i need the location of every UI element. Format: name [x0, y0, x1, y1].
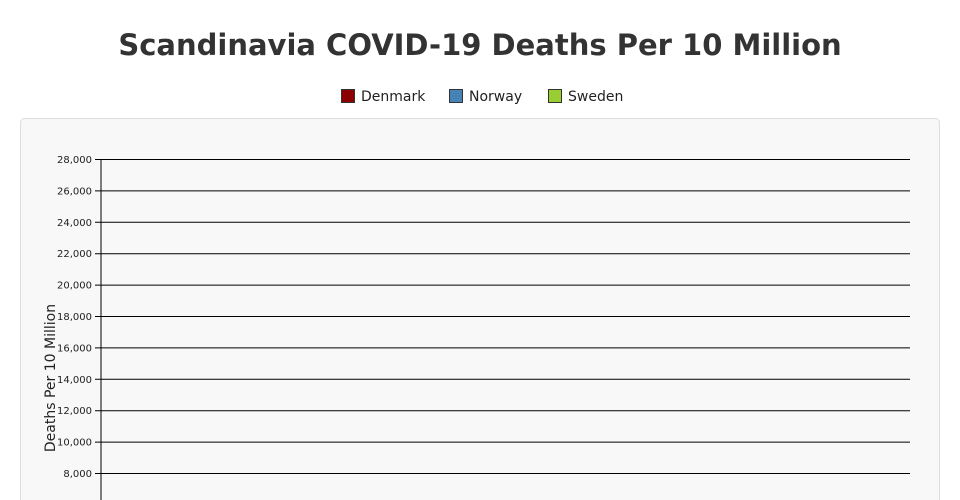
- y-tick-label: 20,000: [57, 281, 92, 292]
- y-tick-label: 28,000: [57, 155, 92, 166]
- legend-swatch: [548, 89, 562, 103]
- y-grid: 8,000 10,000 12,000 14,000 16,000 18,000 20,00…: [57, 155, 910, 480]
- y-tick-label: 14,000: [57, 375, 92, 386]
- legend-label: Denmark: [361, 89, 426, 105]
- legend: Denmark Norway Sweden: [341, 89, 624, 105]
- legend-item-sweden[interactable]: Sweden: [548, 89, 624, 105]
- y-tick-label: 26,000: [57, 186, 92, 197]
- y-tick-label: 12,000: [57, 406, 92, 417]
- legend-swatch: [341, 89, 355, 103]
- legend-label: Norway: [469, 89, 522, 105]
- legend-item-norway[interactable]: Norway: [449, 89, 523, 105]
- y-tick-label: 22,000: [57, 249, 92, 260]
- y-tick-label: 24,000: [57, 218, 92, 229]
- legend-item-denmark[interactable]: Denmark: [341, 89, 427, 105]
- legend-swatch: [449, 89, 463, 103]
- y-tick-label: 18,000: [57, 312, 92, 323]
- legend-label: Sweden: [568, 89, 623, 105]
- y-axis-label: Deaths Per 10 Million: [43, 304, 59, 452]
- plot-panel: [20, 118, 940, 500]
- chart-title: Scandinavia COVID-19 Deaths Per 10 Milli…: [118, 28, 841, 62]
- y-tick-label: 16,000: [57, 343, 92, 354]
- y-tick-label: 8,000: [63, 469, 92, 480]
- y-tick-label: 10,000: [57, 438, 92, 449]
